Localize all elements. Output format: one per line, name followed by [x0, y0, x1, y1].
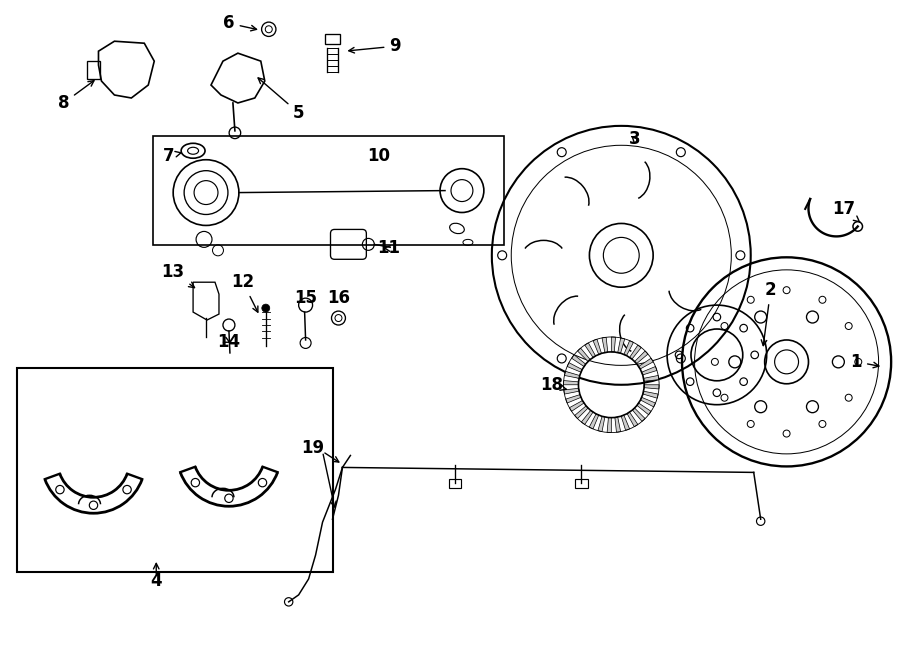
Polygon shape: [566, 395, 581, 403]
Text: 3: 3: [628, 130, 640, 148]
Polygon shape: [621, 415, 630, 430]
Polygon shape: [639, 358, 653, 369]
Polygon shape: [581, 410, 593, 424]
Polygon shape: [637, 403, 651, 414]
Text: 19: 19: [301, 438, 324, 457]
Polygon shape: [575, 406, 588, 418]
Text: 17: 17: [832, 200, 860, 222]
Polygon shape: [564, 371, 580, 378]
Polygon shape: [611, 337, 616, 352]
Text: 2: 2: [761, 281, 777, 346]
Polygon shape: [627, 412, 638, 427]
Polygon shape: [617, 338, 625, 353]
Text: 16: 16: [327, 289, 350, 307]
Polygon shape: [644, 375, 659, 381]
Polygon shape: [602, 337, 608, 352]
Bar: [325, 34, 340, 44]
Polygon shape: [578, 348, 590, 362]
Polygon shape: [644, 385, 659, 389]
Polygon shape: [643, 391, 658, 398]
Polygon shape: [630, 345, 642, 359]
Text: 9: 9: [349, 37, 401, 56]
Polygon shape: [641, 397, 655, 407]
Text: 12: 12: [231, 273, 258, 312]
Text: 11: 11: [377, 239, 400, 257]
Text: 10: 10: [367, 147, 390, 165]
Circle shape: [262, 304, 270, 312]
Polygon shape: [615, 417, 621, 432]
Polygon shape: [642, 366, 657, 375]
Text: 5: 5: [258, 78, 304, 122]
Polygon shape: [567, 363, 582, 372]
Text: 6: 6: [223, 15, 256, 32]
Polygon shape: [570, 401, 584, 411]
Bar: [153, 136, 504, 245]
Polygon shape: [593, 339, 601, 354]
Bar: [17, 368, 334, 572]
Text: 4: 4: [150, 572, 162, 590]
Bar: [575, 479, 588, 488]
Polygon shape: [633, 408, 645, 422]
Polygon shape: [585, 343, 596, 358]
Text: 18: 18: [540, 375, 566, 394]
Polygon shape: [624, 340, 634, 356]
Text: 7: 7: [164, 147, 181, 165]
Text: 15: 15: [294, 289, 317, 307]
Polygon shape: [608, 418, 611, 432]
Polygon shape: [634, 351, 648, 364]
Polygon shape: [563, 381, 579, 385]
Polygon shape: [563, 388, 579, 394]
Text: 13: 13: [162, 263, 194, 288]
Polygon shape: [598, 416, 605, 432]
Text: 8: 8: [58, 81, 94, 112]
Bar: [86, 61, 101, 79]
Bar: [448, 479, 462, 488]
Polygon shape: [590, 414, 598, 429]
Text: 1: 1: [850, 353, 879, 371]
Text: 14: 14: [218, 333, 240, 351]
Polygon shape: [572, 355, 586, 366]
